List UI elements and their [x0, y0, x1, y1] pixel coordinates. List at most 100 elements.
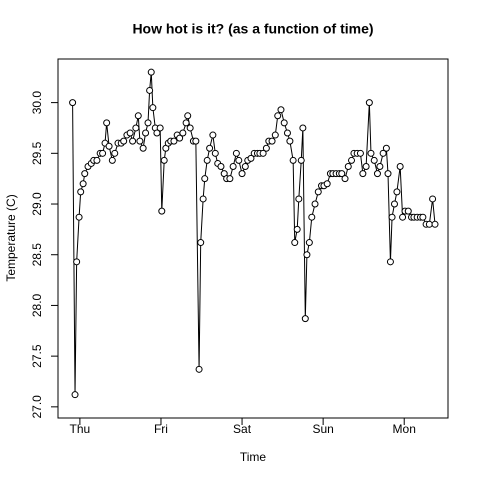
data-point — [203, 156, 211, 164]
y-tick-label: 29.5 — [30, 141, 44, 165]
data-point — [404, 207, 412, 215]
series-line — [72, 72, 436, 395]
data-point — [186, 124, 194, 132]
data-point — [348, 156, 356, 164]
data-point — [182, 119, 190, 127]
data-point — [359, 170, 367, 178]
data-point — [108, 156, 116, 164]
data-point — [142, 129, 150, 137]
data-point — [184, 112, 192, 120]
data-point — [120, 137, 128, 145]
data-point — [356, 149, 364, 157]
data-point — [393, 188, 401, 196]
data-point — [283, 129, 291, 137]
data-point — [153, 129, 161, 137]
data-point — [147, 68, 155, 76]
x-tick-label: Sat — [233, 422, 252, 436]
data-point — [144, 119, 152, 127]
data-point — [382, 144, 390, 152]
data-point — [209, 131, 217, 139]
data-point — [111, 149, 119, 157]
data-point — [201, 175, 209, 183]
data-point — [338, 170, 346, 178]
data-point — [192, 137, 200, 145]
data-point — [158, 207, 166, 215]
data-point — [297, 156, 305, 164]
x-tick-label: Thu — [70, 422, 91, 436]
x-axis-label: Time — [240, 450, 267, 464]
data-point — [429, 195, 437, 203]
data-point — [170, 137, 178, 145]
data-point — [425, 220, 433, 228]
data-point — [93, 156, 101, 164]
data-point — [199, 195, 207, 203]
data-point — [262, 144, 270, 152]
y-tick-label: 27.5 — [30, 344, 44, 368]
data-point — [247, 154, 255, 162]
chart-title: How hot is it? (as a function of time) — [132, 21, 373, 37]
data-point — [211, 149, 219, 157]
data-point — [103, 119, 111, 127]
data-point — [105, 142, 113, 150]
data-point — [386, 258, 394, 266]
y-tick-label: 28.0 — [30, 293, 44, 317]
data-point — [305, 239, 313, 247]
data-point — [268, 137, 276, 145]
data-point — [271, 131, 279, 139]
data-point — [195, 365, 203, 373]
data-point — [136, 137, 144, 145]
data-point — [274, 112, 282, 120]
data-point — [81, 170, 89, 178]
data-point — [69, 99, 77, 107]
data-point — [291, 239, 299, 247]
y-axis-label: Temperature (C) — [4, 194, 18, 281]
data-point — [79, 180, 87, 188]
data-point — [149, 104, 157, 112]
data-point — [344, 162, 352, 170]
data-point — [132, 124, 140, 132]
data-point — [235, 156, 243, 164]
data-point — [160, 156, 168, 164]
data-point — [156, 124, 164, 132]
data-point — [259, 149, 267, 157]
data-point — [388, 213, 396, 221]
data-point — [301, 315, 309, 323]
data-point — [314, 188, 322, 196]
data-point — [241, 162, 249, 170]
data-point — [206, 144, 214, 152]
data-point — [75, 213, 83, 221]
data-point — [365, 99, 373, 107]
data-point — [295, 195, 303, 203]
data-point — [99, 149, 107, 157]
data-point — [179, 129, 187, 137]
y-tick-label: 27.0 — [30, 395, 44, 419]
y-tick-label: 29.0 — [30, 192, 44, 216]
data-point — [73, 258, 81, 266]
data-point — [289, 156, 297, 164]
data-point — [197, 239, 205, 247]
data-point — [431, 220, 439, 228]
data-point — [396, 162, 404, 170]
data-point — [146, 86, 154, 94]
data-point — [129, 137, 137, 145]
data-point — [139, 144, 147, 152]
data-point — [370, 156, 378, 164]
data-point — [311, 200, 319, 208]
data-point — [286, 137, 294, 145]
data-point — [299, 124, 307, 132]
x-tick-label: Fri — [154, 422, 168, 436]
data-point — [71, 391, 79, 399]
data-point — [399, 213, 407, 221]
x-tick-label: Sun — [312, 422, 333, 436]
data-point — [384, 170, 392, 178]
data-point — [238, 170, 246, 178]
data-point — [134, 112, 142, 120]
data-point — [226, 175, 234, 183]
data-point — [390, 200, 398, 208]
data-point — [217, 162, 225, 170]
data-point — [341, 175, 349, 183]
data-point — [176, 134, 184, 142]
y-tick-label: 30.0 — [30, 91, 44, 115]
